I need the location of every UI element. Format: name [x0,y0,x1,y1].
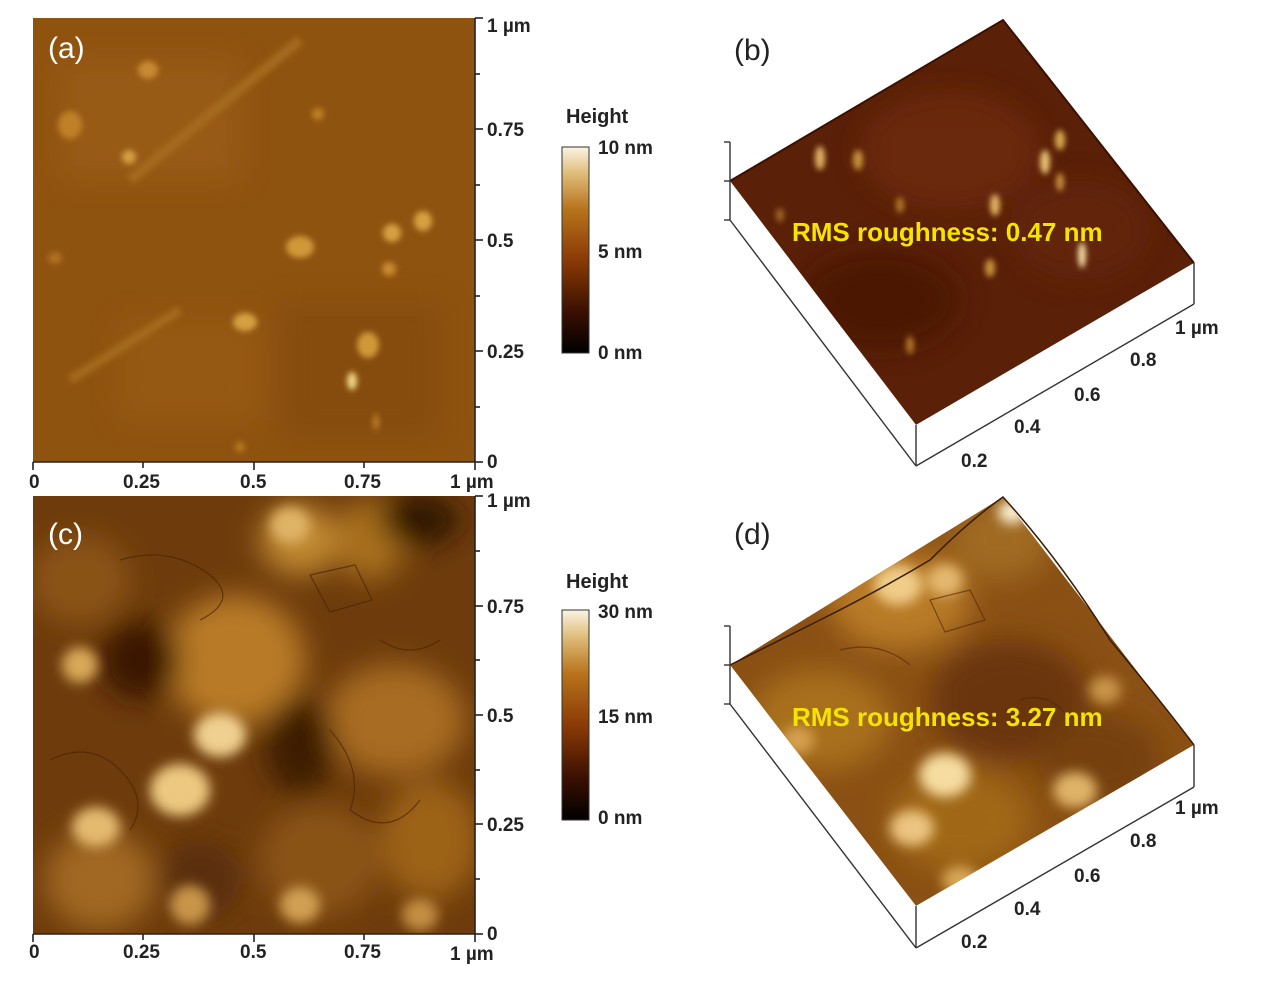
panel-a-colorbar-max: 10 nm [598,138,653,159]
x-tick-label: 1 µm [450,944,494,965]
y-tick-label: 1 µm [487,491,531,512]
panel-c-colorbar-mid: 15 nm [598,707,653,728]
x-tick-label: 0.25 [123,942,160,963]
panel-c-colorbar [561,609,590,821]
axis-tick-label: 0.8 [1130,350,1157,371]
panel-b-axes [724,141,1195,467]
panel-b-rms-roughness: RMS roughness: 0.47 nm [792,217,1103,247]
y-tick-label: 1 µm [487,16,531,37]
x-tick-label: 0 [29,942,40,963]
panel-a-colorbar [561,146,590,354]
panel-d-label: (d) [734,518,771,551]
panel-c-label: (c) [48,518,83,551]
y-tick-label: 0.5 [487,706,514,727]
panel-a-axes [32,17,483,470]
panel-d-surface [729,496,1195,916]
y-tick-label: 0.5 [487,231,514,252]
axis-tick-label: 1 µm [1175,798,1219,819]
panel-c-colorbar-title: Height [566,571,629,593]
panel-b-surface [729,18,1195,432]
panel-a-label: (a) [48,32,85,65]
panel-d-rms-roughness: RMS roughness: 3.27 nm [792,702,1103,732]
y-tick-label: 0.25 [487,342,524,363]
x-tick-label: 0.5 [240,942,267,963]
x-tick-label: 0.25 [123,472,160,493]
axis-tick-label: 0.6 [1074,866,1101,887]
panel-a-colorbar-mid: 5 nm [598,242,643,263]
y-tick-label: 0.75 [487,120,524,141]
axis-tick-label: 0.2 [961,451,988,472]
axis-tick-label: 0.2 [961,932,988,953]
x-tick-label: 0.75 [344,472,381,493]
panel-a-colorbar-min: 0 nm [598,343,643,364]
y-tick-label: 0.75 [487,597,524,618]
axis-tick-label: 0.4 [1014,417,1041,438]
axis-tick-label: 0.8 [1130,831,1157,852]
y-tick-label: 0 [487,924,498,945]
axis-tick-label: 0.6 [1074,385,1101,406]
y-tick-label: 0.25 [487,815,524,836]
panel-c-image [33,496,475,934]
x-tick-label: 1 µm [450,472,494,493]
panel-c-colorbar-min: 0 nm [598,808,643,829]
x-tick-label: 0.5 [240,472,267,493]
axis-tick-label: 0.4 [1014,899,1041,920]
axis-tick-label: 1 µm [1175,318,1219,339]
panel-b-label: (b) [734,34,771,67]
x-tick-label: 0.75 [344,942,381,963]
x-tick-label: 0 [29,472,40,493]
panel-a-colorbar-title: Height [566,106,629,128]
panel-c-colorbar-max: 30 nm [598,602,653,623]
panel-c-axes [32,495,483,942]
y-tick-label: 0 [487,452,498,473]
panel-d-axes [724,625,1195,949]
panel-a-image [33,18,475,462]
